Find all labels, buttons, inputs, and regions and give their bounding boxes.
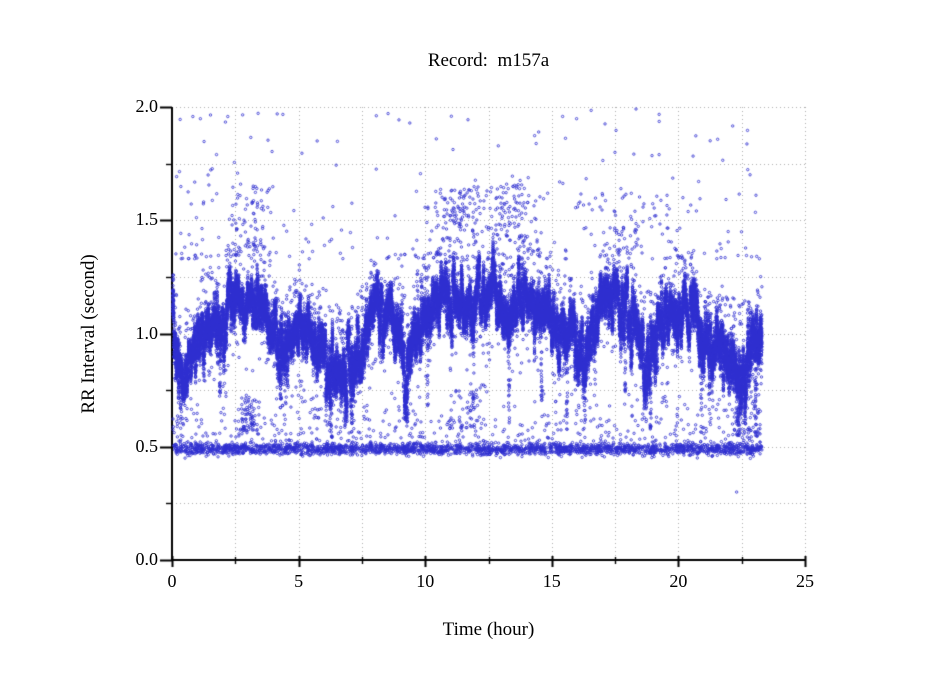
y-axis-title: RR Interval (second) (78, 254, 99, 414)
y-tick-label: 0.5 (135, 435, 159, 456)
x-tick-label: 5 (294, 571, 304, 591)
x-tick-label: 20 (669, 571, 688, 591)
y-tick-label: 2.0 (135, 96, 159, 116)
x-tick-label: 10 (416, 571, 435, 591)
x-axis-title: Time (hour) (442, 619, 535, 640)
y-tick-label: 1.0 (135, 322, 159, 343)
y-tick-label: 1.5 (135, 209, 159, 230)
x-tick-label: 0 (167, 571, 177, 591)
chart-title: Record: m157a (427, 50, 550, 71)
y-tick-label: 0.0 (135, 549, 159, 569)
x-tick-label: 25 (796, 571, 814, 591)
x-tick-label: 15 (542, 571, 561, 591)
